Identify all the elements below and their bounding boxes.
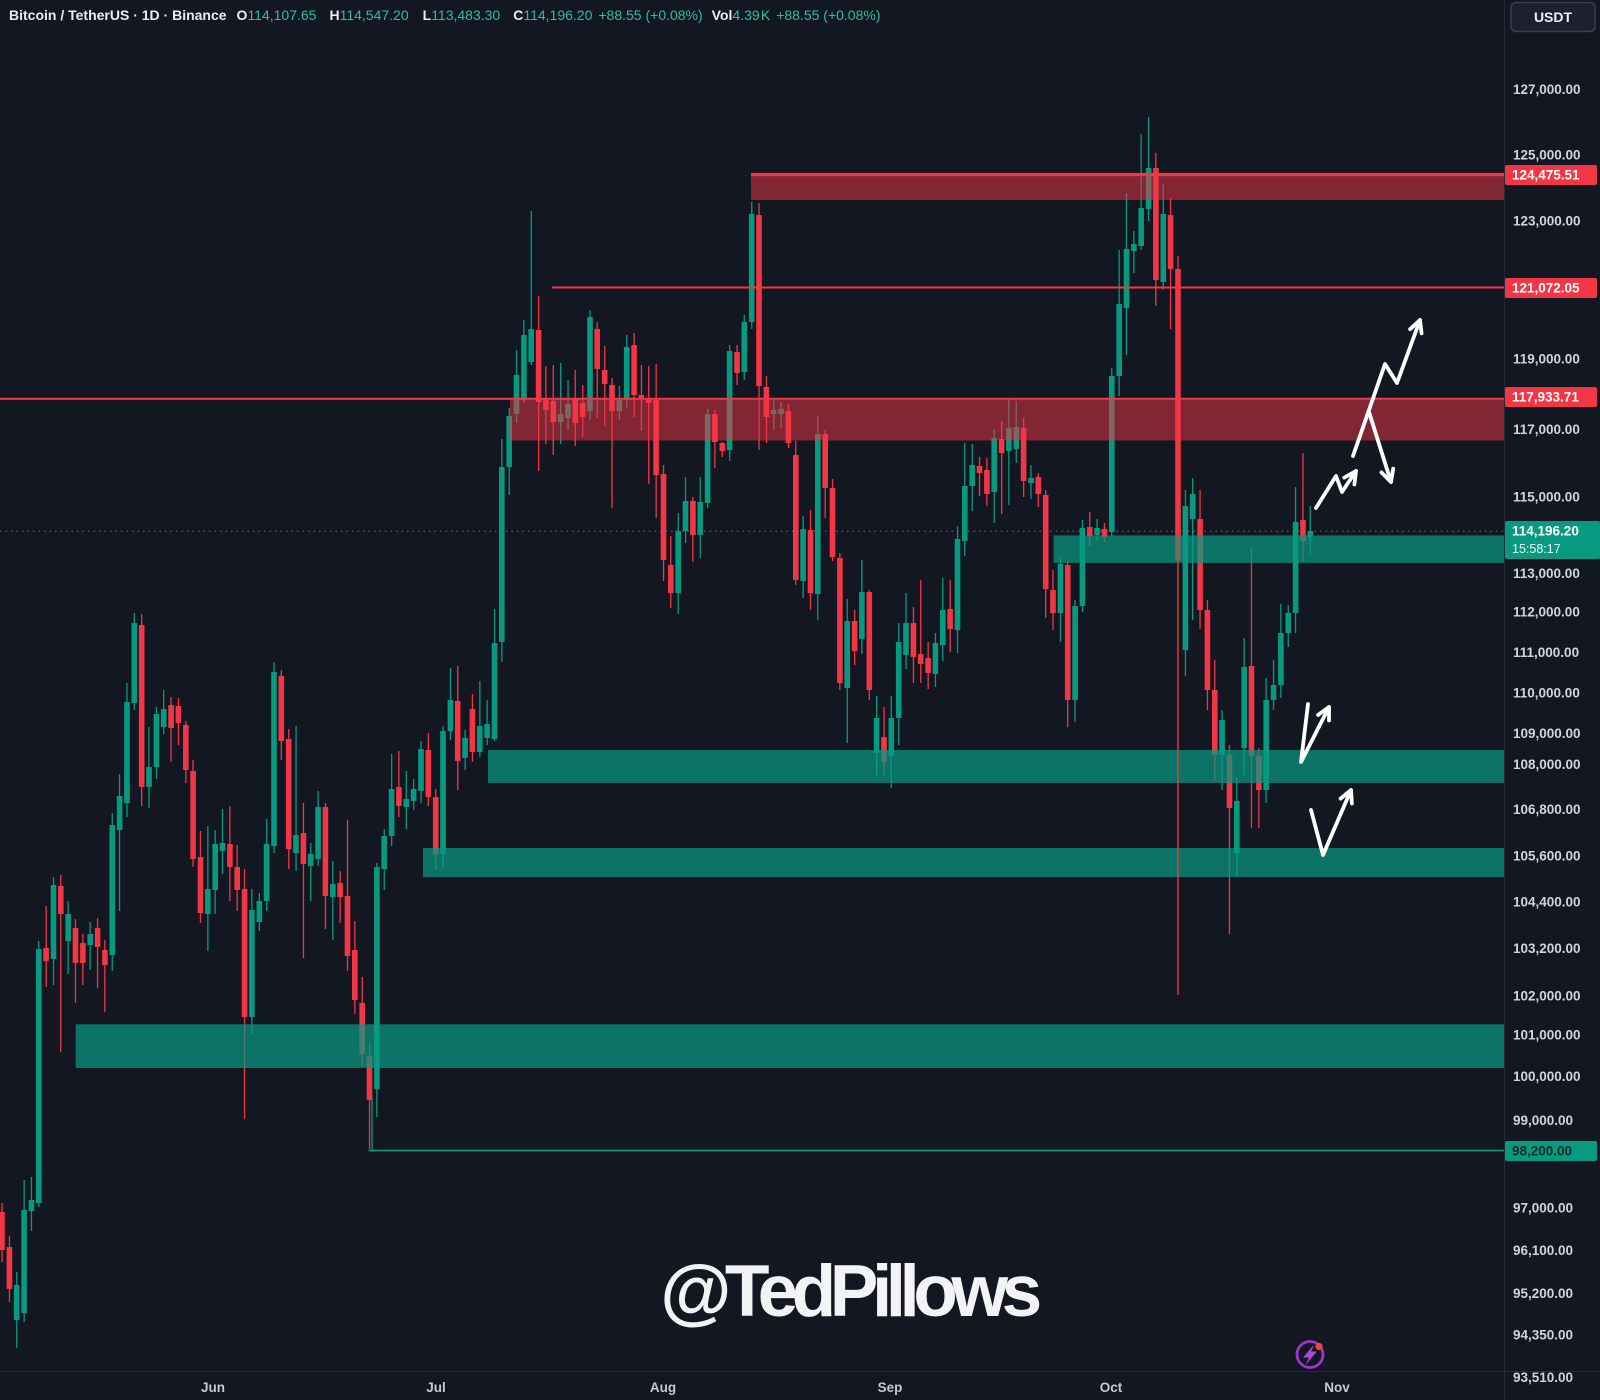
svg-text:Bitcoin / TetherUS · 1D · Bina: Bitcoin / TetherUS · 1D · Binance O114,10… [9,7,880,23]
svg-text:106,800.00: 106,800.00 [1513,802,1581,817]
svg-text:Nov: Nov [1324,1380,1350,1395]
svg-text:124,475.51: 124,475.51 [1512,168,1580,183]
svg-text:113,000.00: 113,000.00 [1513,566,1580,581]
svg-text:127,000.00: 127,000.00 [1513,82,1581,97]
svg-text:93,510.00: 93,510.00 [1513,1370,1573,1385]
svg-text:123,000.00: 123,000.00 [1513,214,1581,229]
svg-text:117,933.71: 117,933.71 [1512,390,1579,405]
svg-text:101,000.00: 101,000.00 [1513,1027,1581,1042]
svg-text:105,600.00: 105,600.00 [1513,849,1581,864]
svg-text:114,196.20: 114,196.20 [1512,524,1579,539]
svg-text:108,000.00: 108,000.00 [1513,757,1581,772]
svg-text:Jul: Jul [426,1380,446,1395]
svg-text:104,400.00: 104,400.00 [1513,895,1581,910]
svg-text:125,000.00: 125,000.00 [1513,148,1581,163]
svg-text:Sep: Sep [878,1380,903,1395]
svg-text:102,000.00: 102,000.00 [1513,989,1581,1004]
svg-text:103,200.00: 103,200.00 [1513,941,1581,956]
svg-text:100,000.00: 100,000.00 [1513,1069,1581,1084]
svg-text:15:58:17: 15:58:17 [1512,542,1561,556]
svg-text:USDT: USDT [1534,9,1573,25]
svg-text:109,000.00: 109,000.00 [1513,726,1581,741]
svg-text:121,072.05: 121,072.05 [1512,281,1580,296]
svg-text:96,100.00: 96,100.00 [1513,1243,1573,1258]
svg-text:95,200.00: 95,200.00 [1513,1286,1573,1301]
svg-text:110,000.00: 110,000.00 [1513,685,1580,700]
svg-text:98,200.00: 98,200.00 [1512,1144,1572,1159]
svg-text:@TedPillows: @TedPillows [660,1251,1039,1332]
svg-text:Oct: Oct [1100,1380,1123,1395]
svg-text:99,000.00: 99,000.00 [1513,1113,1573,1128]
svg-text:Aug: Aug [650,1380,676,1395]
svg-text:112,000.00: 112,000.00 [1513,605,1580,620]
svg-text:Jun: Jun [201,1380,225,1395]
svg-text:119,000.00: 119,000.00 [1513,352,1580,367]
svg-text:117,000.00: 117,000.00 [1513,422,1580,437]
svg-text:111,000.00: 111,000.00 [1513,645,1579,660]
svg-text:94,350.00: 94,350.00 [1513,1328,1573,1343]
svg-text:97,000.00: 97,000.00 [1513,1201,1573,1216]
svg-text:115,000.00: 115,000.00 [1513,490,1580,505]
